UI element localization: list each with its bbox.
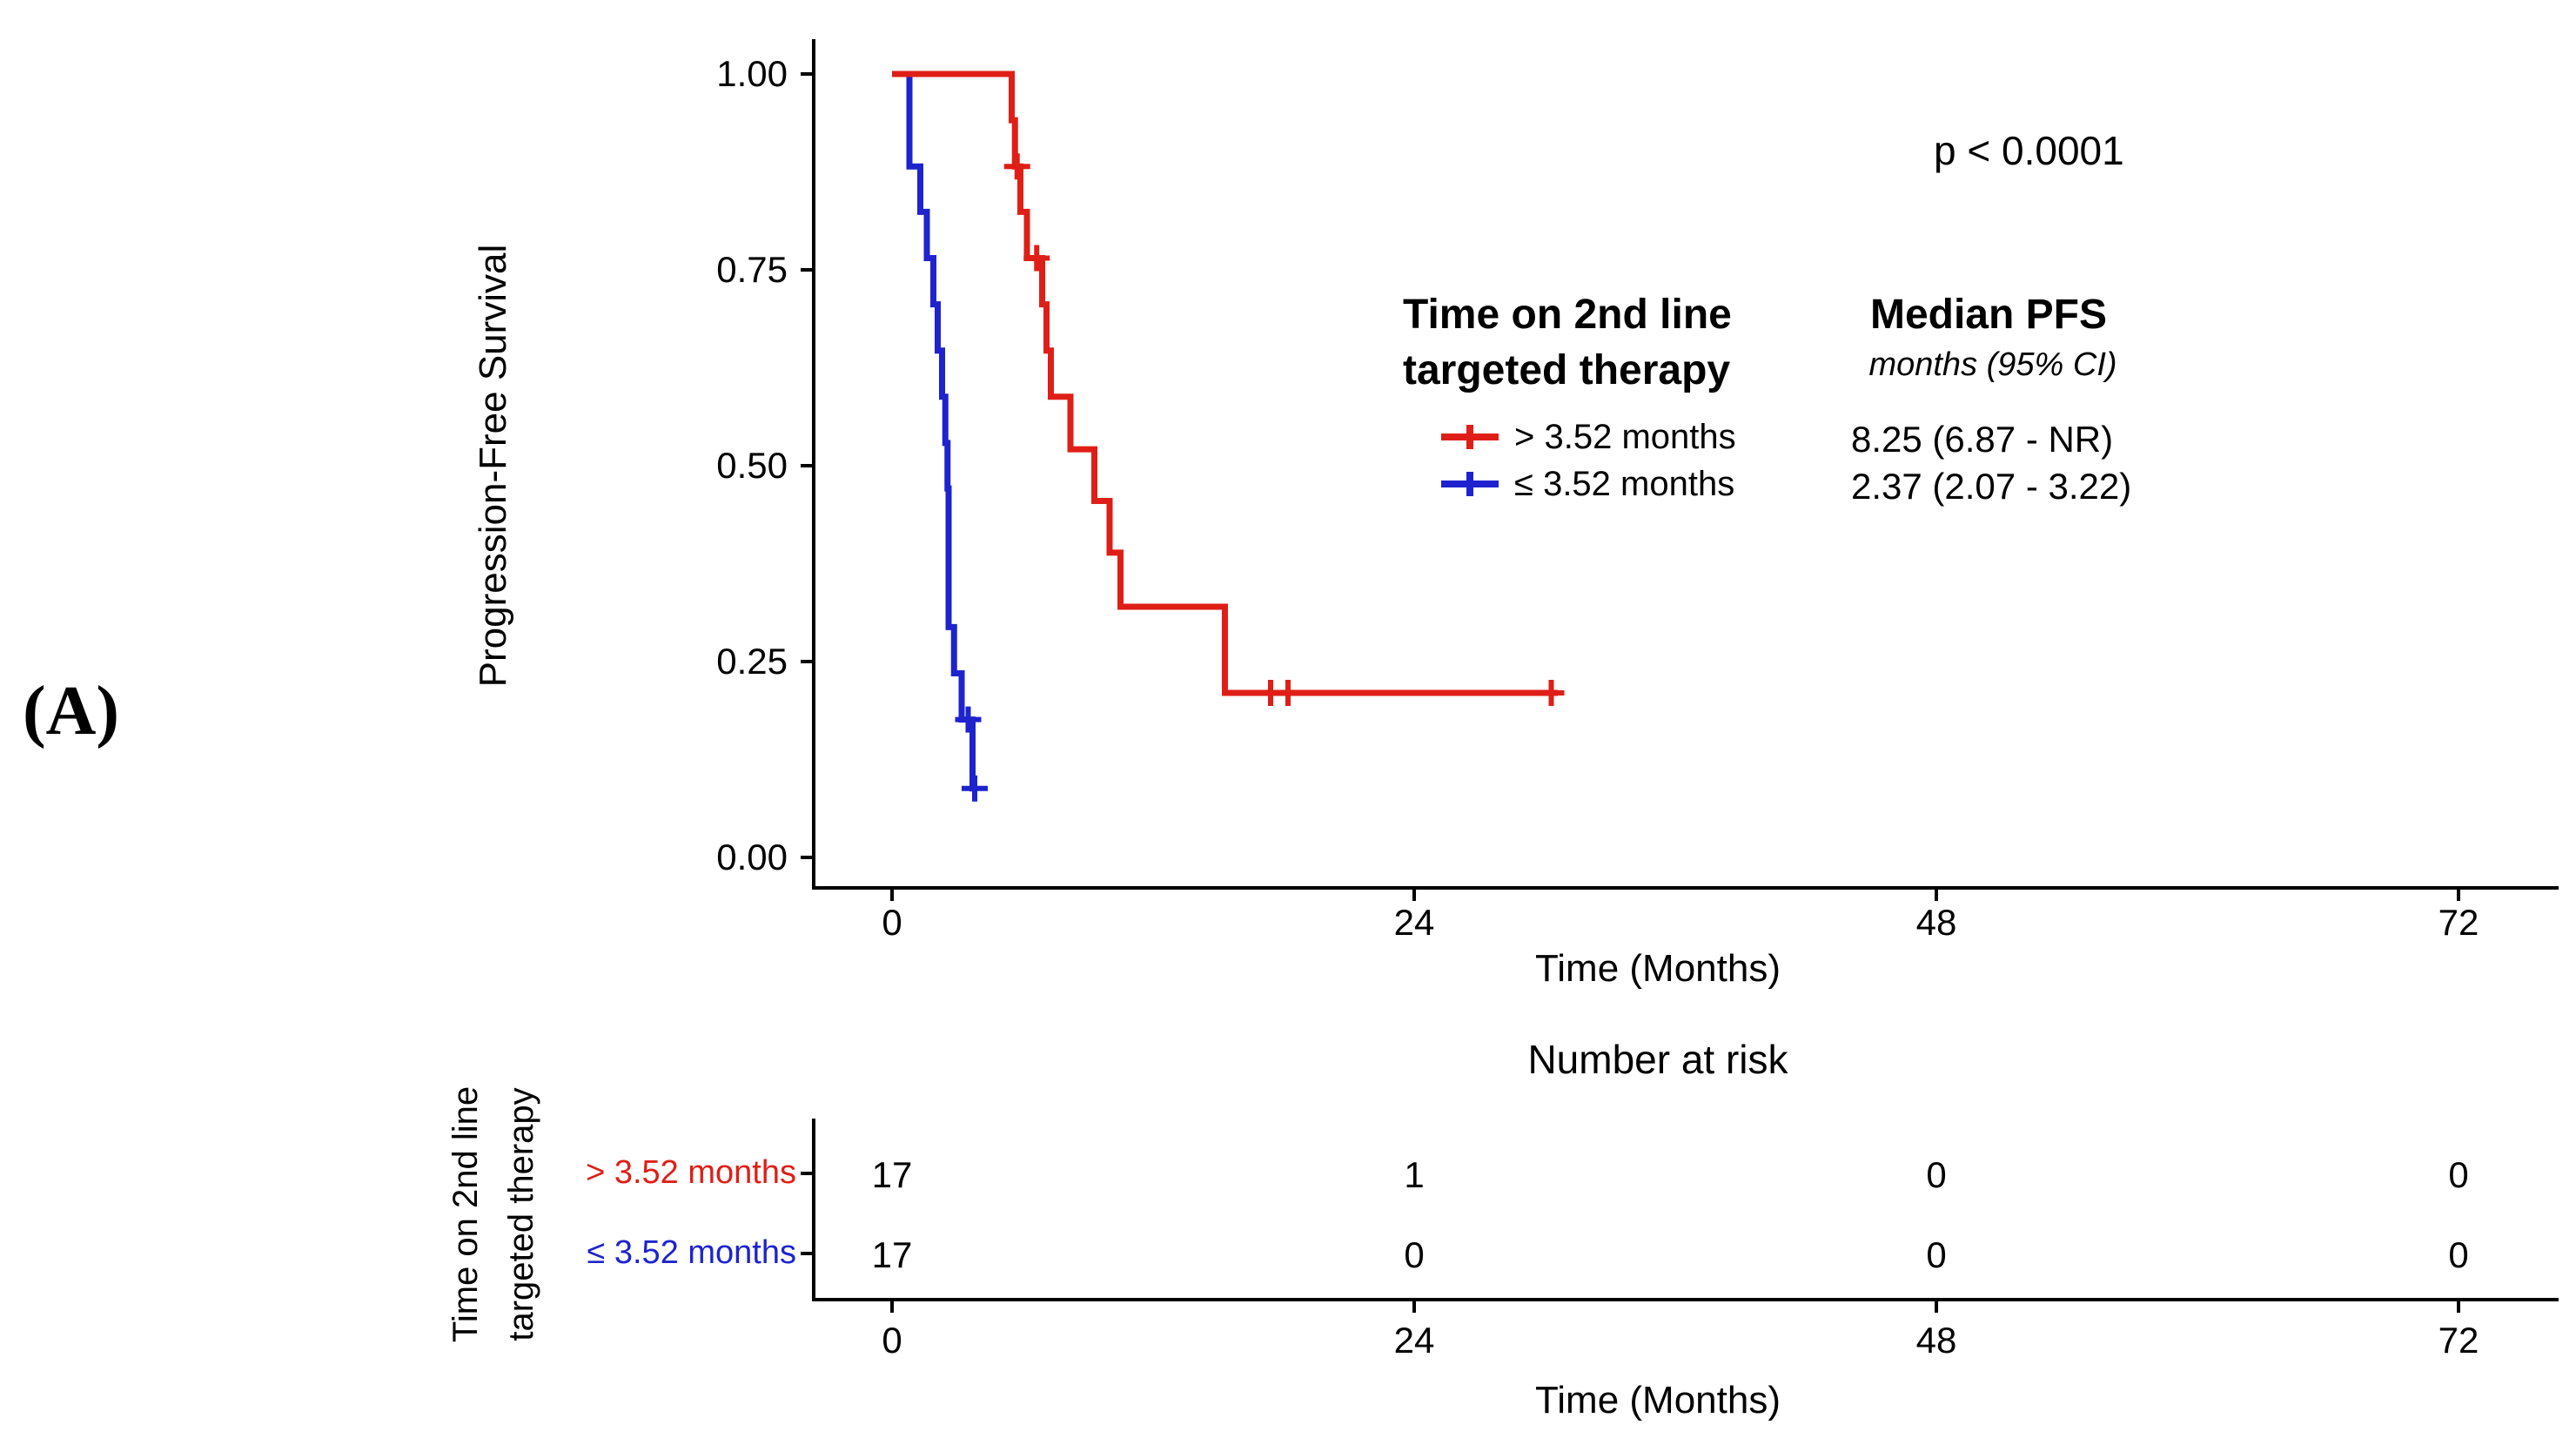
risk-count: 0 bbox=[2448, 1154, 2469, 1195]
legend-item-label-gt: > 3.52 months bbox=[1514, 418, 1736, 456]
number-at-risk-title: Number at risk bbox=[1527, 1037, 1788, 1082]
top-panel-axes bbox=[812, 39, 2559, 890]
risk-axis-title-line2: targeted therapy bbox=[502, 1087, 540, 1341]
y-tick-label: 1.00 bbox=[716, 53, 788, 94]
risk-count: 0 bbox=[2448, 1234, 2469, 1275]
x-tick-label-top: 0 bbox=[882, 902, 902, 943]
x-tick-label-bottom: 48 bbox=[1915, 1320, 1957, 1361]
panel-label: (A) bbox=[23, 673, 120, 749]
legend-group-header-line2: targeted therapy bbox=[1403, 347, 1731, 393]
x-tick-label-top: 48 bbox=[1915, 902, 1957, 943]
x-axis-title-top: Time (Months) bbox=[1535, 947, 1781, 990]
risk-count: 0 bbox=[1926, 1154, 1947, 1195]
risk-axis-title: Time on 2nd line targeted therapy bbox=[438, 1086, 549, 1342]
y-tick-label: 0.50 bbox=[716, 445, 788, 486]
km-curve-le bbox=[892, 71, 977, 792]
risk-panel-axes bbox=[812, 1119, 2559, 1301]
risk-count: 0 bbox=[1926, 1234, 1947, 1275]
legend-value-subheader: months (95% CI) bbox=[1868, 346, 2117, 383]
x-tick-label-top: 72 bbox=[2438, 902, 2479, 943]
x-axis-title-bottom: Time (Months) bbox=[1535, 1379, 1781, 1421]
legend-item-label-le: ≤ 3.52 months bbox=[1514, 465, 1735, 503]
y-tick-label: 0.25 bbox=[716, 641, 788, 682]
legend-group-header-line1: Time on 2nd line bbox=[1403, 292, 1732, 338]
x-tick-label-bottom: 72 bbox=[2438, 1320, 2479, 1361]
x-tick-label-bottom: 0 bbox=[882, 1320, 902, 1361]
y-tick-label: 0.00 bbox=[716, 837, 788, 877]
p-value-annotation: p < 0.0001 bbox=[1934, 128, 2124, 173]
y-axis-title: Progression-Free Survival bbox=[472, 244, 514, 688]
y-tick-label: 0.75 bbox=[716, 249, 788, 290]
risk-count: 17 bbox=[871, 1154, 913, 1195]
legend-group-header: Time on 2nd line targeted therapy bbox=[1403, 287, 1732, 399]
risk-axis-title-line1: Time on 2nd line bbox=[446, 1085, 485, 1343]
risk-count: 1 bbox=[1404, 1154, 1425, 1195]
risk-row-label: > 3.52 months bbox=[586, 1154, 796, 1191]
risk-row-label: ≤ 3.52 months bbox=[587, 1234, 796, 1271]
legend-value-header: Median PFS bbox=[1869, 292, 2108, 338]
risk-count: 0 bbox=[1404, 1234, 1425, 1275]
x-tick-label-top: 24 bbox=[1393, 902, 1435, 943]
risk-count: 17 bbox=[871, 1234, 913, 1275]
legend-median-gt: 8.25 (6.87 - NR) bbox=[1851, 419, 2114, 460]
x-tick-label-bottom: 24 bbox=[1393, 1320, 1435, 1361]
legend-median-le: 2.37 (2.07 - 3.22) bbox=[1851, 466, 2132, 507]
